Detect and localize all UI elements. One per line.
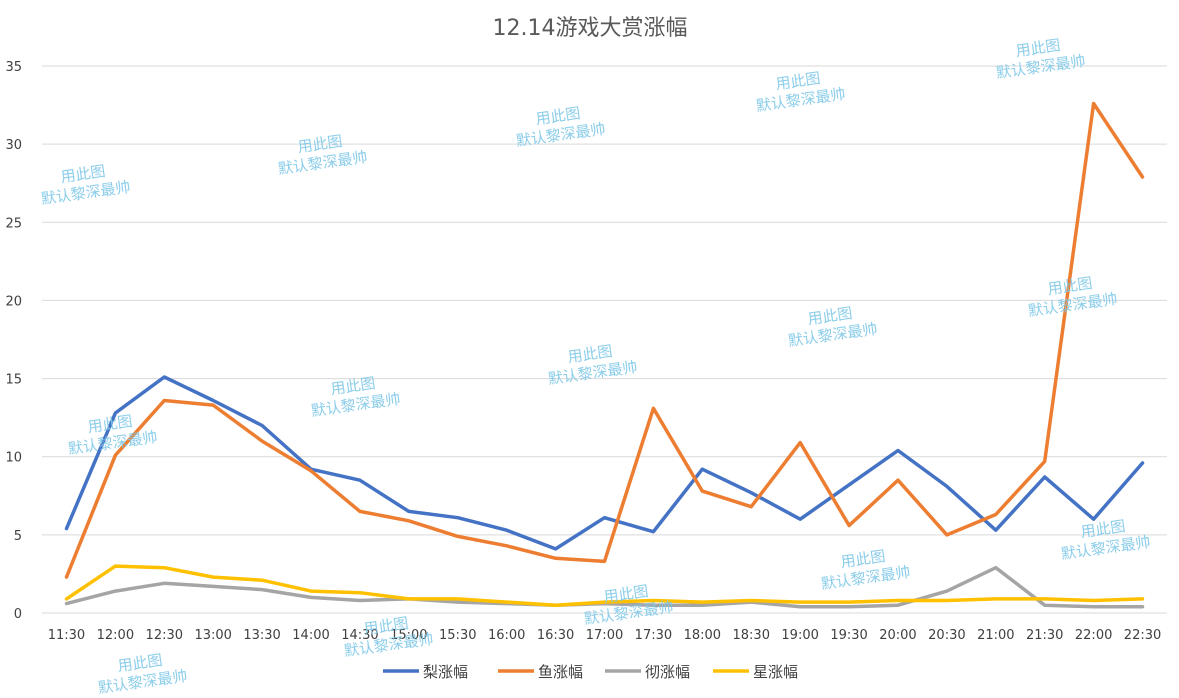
y-tick-label: 30 bbox=[5, 138, 22, 153]
x-tick-label: 21:30 bbox=[1026, 628, 1063, 643]
y-tick-label: 10 bbox=[5, 451, 22, 466]
x-tick-label: 19:30 bbox=[830, 628, 867, 643]
x-tick-label: 16:00 bbox=[488, 628, 525, 643]
x-tick-label: 13:30 bbox=[243, 628, 280, 643]
y-tick-label: 20 bbox=[5, 294, 22, 309]
x-tick-label: 21:00 bbox=[977, 628, 1014, 643]
x-tick-label: 12:30 bbox=[146, 628, 183, 643]
x-tick-label: 14:30 bbox=[341, 628, 378, 643]
x-tick-label: 16:30 bbox=[537, 628, 574, 643]
legend-label: 星涨幅 bbox=[753, 663, 798, 681]
x-tick-label: 13:00 bbox=[194, 628, 231, 643]
x-tick-label: 20:00 bbox=[879, 628, 916, 643]
x-tick-label: 22:00 bbox=[1075, 628, 1112, 643]
x-tick-label: 15:00 bbox=[390, 628, 427, 643]
watermark: 用此图默认黎深最帅用此图默认黎深最帅用此图默认黎深最帅用此图默认黎深最帅用此图默… bbox=[40, 36, 1152, 697]
x-tick-label: 15:30 bbox=[439, 628, 476, 643]
x-tick-label: 19:00 bbox=[781, 628, 818, 643]
x-tick-label: 18:30 bbox=[733, 628, 770, 643]
x-tick-label: 17:00 bbox=[586, 628, 623, 643]
x-tick-label: 20:30 bbox=[928, 628, 965, 643]
y-tick-label: 5 bbox=[14, 529, 22, 544]
gridlines bbox=[42, 65, 1167, 614]
legend-label: 鱼涨幅 bbox=[538, 663, 583, 681]
x-tick-label: 11:30 bbox=[48, 628, 85, 643]
legend: 梨涨幅 鱼涨幅 彻涨幅 星涨幅 bbox=[383, 663, 798, 681]
chart-title: 12.14游戏大赏涨幅 bbox=[493, 16, 688, 41]
x-tick-label: 12:00 bbox=[97, 628, 134, 643]
x-tick-label: 18:00 bbox=[684, 628, 721, 643]
x-tick-label: 14:00 bbox=[292, 628, 329, 643]
series-line-1 bbox=[64, 375, 1145, 551]
x-tick-label: 22:30 bbox=[1124, 628, 1161, 643]
y-tick-label: 35 bbox=[5, 60, 22, 75]
x-tick-label: 17:30 bbox=[635, 628, 672, 643]
y-tick-label: 25 bbox=[5, 216, 22, 231]
x-axis-ticks: 11:30 12:00 12:30 13:00 13:30 14:00 14:30 15:00… bbox=[48, 628, 1162, 643]
legend-label: 彻涨幅 bbox=[645, 663, 690, 681]
legend-label: 梨涨幅 bbox=[423, 663, 468, 681]
series-lines bbox=[64, 101, 1145, 609]
series-line-2 bbox=[64, 101, 1145, 579]
y-tick-label: 15 bbox=[5, 373, 22, 388]
series-line-4 bbox=[64, 564, 1145, 607]
y-tick-label: 0 bbox=[14, 607, 22, 622]
y-axis-ticks: 0 5 10 15 20 25 30 35 bbox=[5, 60, 22, 622]
